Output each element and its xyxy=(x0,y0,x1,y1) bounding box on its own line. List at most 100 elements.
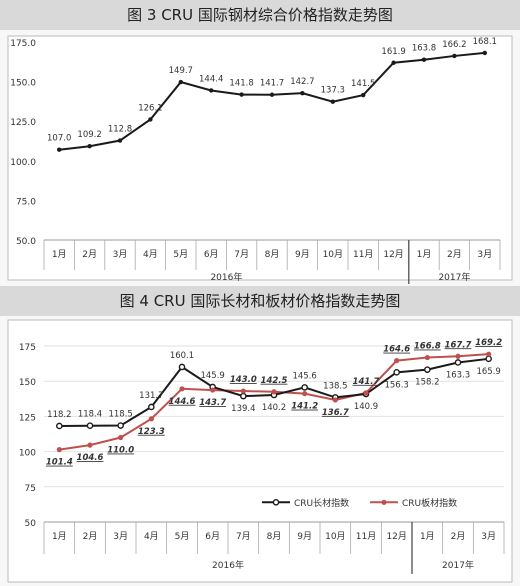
long-data-label: 163.3 xyxy=(446,370,470,380)
data-label: 142.7 xyxy=(290,77,314,87)
x-tick-label: 1月 xyxy=(52,531,67,542)
y-tick-label: 75.0 xyxy=(16,197,36,207)
x-tick-label: 3月 xyxy=(477,249,492,260)
x-tick-label: 7月 xyxy=(234,249,249,260)
x-tick-label: 12月 xyxy=(386,531,406,542)
long-data-point xyxy=(393,369,400,376)
flat-data-point xyxy=(363,390,369,396)
long-data-point xyxy=(424,366,431,373)
y-tick-label: 100.0 xyxy=(10,158,36,168)
chart-3-plot: 50.0 75.0 100.0 125.0 150.0 175.0 1月 2月 3月 4月 5月 6月… xyxy=(7,35,513,284)
data-point xyxy=(117,138,123,143)
flat-data-point xyxy=(118,434,124,441)
x-tick-label: 2月 xyxy=(447,249,462,260)
chart-3-frame xyxy=(7,35,513,281)
data-point xyxy=(391,60,396,65)
year-label: 2016年 xyxy=(210,271,242,283)
data-point xyxy=(300,90,305,96)
chart-4-plot: 50 75 100 125 150 175 1月 2月 3月 4月 5月 6月 7月 8月 9月 10月 11月… xyxy=(7,319,513,583)
y-tick-label: 100 xyxy=(19,449,36,459)
data-label: 141.8 xyxy=(229,79,253,89)
flat-data-point xyxy=(486,351,492,357)
chart-3-title: 图 3 CRU 国际钢材综合价格指数走势图 xyxy=(0,0,520,30)
long-data-label: 165.9 xyxy=(476,367,500,377)
long-data-point xyxy=(148,403,155,411)
flat-data-point xyxy=(271,389,277,395)
x-tick-label: 4月 xyxy=(144,531,159,542)
flat-data-label: 104.6 xyxy=(77,453,104,463)
long-data-label: 158.2 xyxy=(415,378,439,388)
long-data-label: 139.4 xyxy=(231,404,255,414)
long-data-label: 118.5 xyxy=(108,410,132,420)
flat-data-label: 167.7 xyxy=(445,340,472,350)
x-tick-label: 8月 xyxy=(265,249,280,260)
data-label: 137.3 xyxy=(321,86,345,96)
x-tick-label: 3月 xyxy=(481,531,496,542)
x-tick-label: 9月 xyxy=(295,249,310,260)
flat-data-label: 136.7 xyxy=(322,408,349,418)
flat-data-label: 141.2 xyxy=(291,402,318,412)
long-data-point xyxy=(301,384,308,391)
flat-data-point xyxy=(394,358,400,364)
y-tick-label: 75 xyxy=(25,484,36,494)
y-tick-label: 125.0 xyxy=(10,118,36,128)
data-label: 141.5 xyxy=(351,79,375,89)
long-data-point xyxy=(485,355,492,363)
flat-data-label: 101.4 xyxy=(46,458,73,468)
year-label: 2017年 xyxy=(438,271,470,283)
long-data-point xyxy=(240,392,247,400)
data-point xyxy=(361,92,366,98)
year-label: 2017年 xyxy=(442,559,474,571)
data-label: 126.1 xyxy=(138,103,162,113)
x-tick-label: 1月 xyxy=(52,249,67,260)
flat-data-label: 143.7 xyxy=(199,398,226,408)
x-tick-label: 3月 xyxy=(113,249,128,260)
x-tick-label: 2月 xyxy=(83,531,98,542)
long-data-label: 140.9 xyxy=(354,402,378,412)
data-label: 109.2 xyxy=(77,130,101,140)
data-point xyxy=(421,57,427,62)
x-tick-label: 4月 xyxy=(143,249,158,260)
flat-data-label: 110.0 xyxy=(107,446,134,456)
x-tick-label: 11月 xyxy=(356,531,376,542)
flat-data-label: 142.5 xyxy=(261,376,288,386)
x-tick-label: 6月 xyxy=(205,531,220,542)
x-tick-label: 1月 xyxy=(420,531,435,542)
flat-data-point xyxy=(210,387,216,393)
y-tick-label: 125 xyxy=(19,413,36,423)
data-point xyxy=(482,50,487,56)
y-tick-label: 50.0 xyxy=(16,237,36,247)
long-data-label: 118.2 xyxy=(47,410,71,420)
x-tick-label: 10月 xyxy=(323,249,343,260)
data-point xyxy=(209,88,214,93)
long-data-point xyxy=(117,422,124,429)
flat-data-label: 143.0 xyxy=(230,375,257,385)
flat-data-point xyxy=(424,354,430,361)
flat-data-label: 141.7 xyxy=(353,377,380,387)
x-tick-label: 1月 xyxy=(417,249,432,260)
data-point xyxy=(87,144,92,149)
y-tick-label: 175 xyxy=(19,343,36,353)
long-data-point xyxy=(86,422,94,429)
flat-data-point xyxy=(87,442,93,448)
long-data-label: 131.7 xyxy=(139,391,163,401)
y-tick-label: 175.0 xyxy=(10,39,36,49)
flat-data-point xyxy=(240,388,246,394)
data-label: 144.4 xyxy=(199,74,223,84)
long-data-label: 145.6 xyxy=(292,371,316,381)
data-label: 107.0 xyxy=(47,134,71,144)
y-tick-label: 50 xyxy=(25,519,37,529)
year-label: 2016年 xyxy=(212,559,244,571)
data-label: 141.7 xyxy=(260,79,284,89)
long-data-label: 140.2 xyxy=(262,403,286,413)
data-point xyxy=(330,99,335,104)
x-tick-label: 6月 xyxy=(204,249,219,260)
long-data-point xyxy=(454,359,462,366)
flat-data-point xyxy=(56,447,62,453)
data-point xyxy=(269,92,275,97)
y-tick-label: 150.0 xyxy=(10,79,36,89)
flat-data-label: 144.6 xyxy=(169,397,196,407)
data-label: 149.7 xyxy=(169,66,193,76)
long-data-label: 138.5 xyxy=(323,381,347,391)
legend-flat-label: CRU板材指数 xyxy=(402,497,457,509)
